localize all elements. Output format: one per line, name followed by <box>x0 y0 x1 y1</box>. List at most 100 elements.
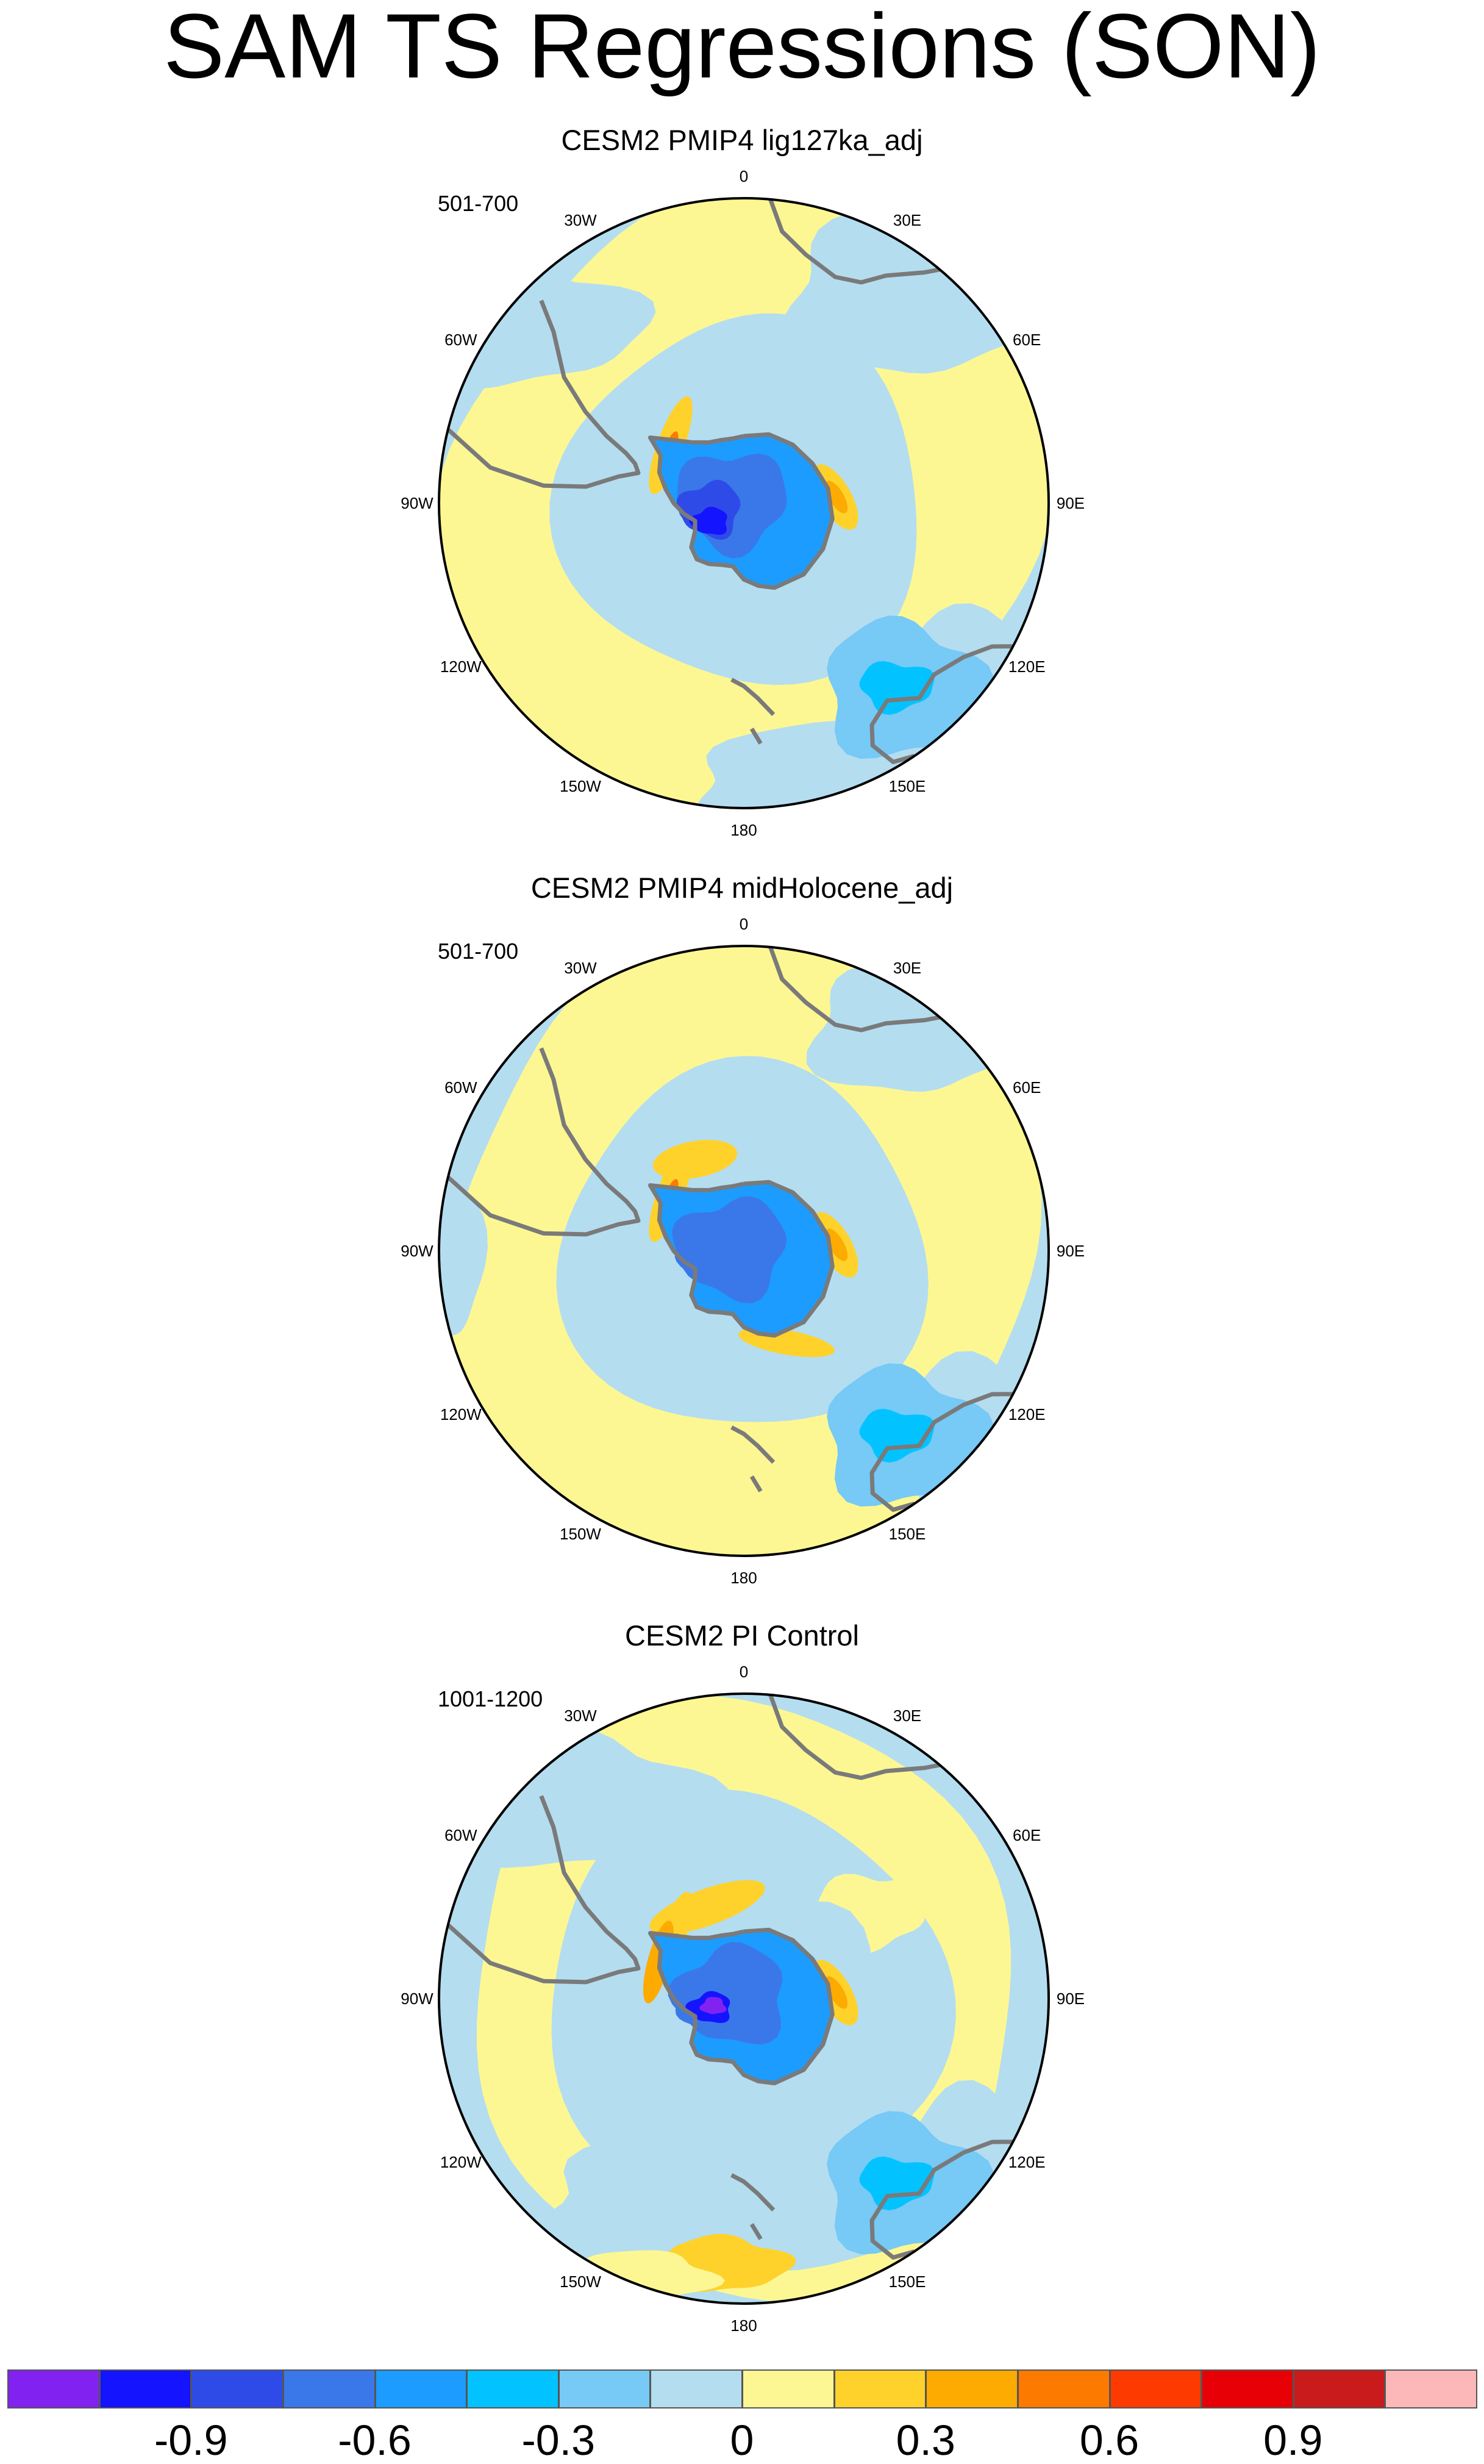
longitude-label: 30E <box>893 211 921 229</box>
colorbar-tick-label: 0 <box>730 2416 754 2464</box>
panel-1-title: CESM2 PMIP4 lig127ka_adj <box>561 124 923 156</box>
longitude-label: 120W <box>440 657 482 676</box>
longitude-label: 120E <box>1008 2153 1046 2171</box>
south-america-coastline <box>446 1047 641 1237</box>
panel-3-period: 1001-1200 <box>438 1686 543 1711</box>
colorbar-swatch <box>1385 2369 1477 2408</box>
australia-coastline <box>869 2140 1013 2260</box>
colorbar-swatch <box>926 2369 1018 2408</box>
colorbar-swatch <box>1017 2369 1110 2408</box>
longitude-label: 60E <box>1013 331 1041 349</box>
field-region <box>859 1408 935 1463</box>
colorbar-swatch <box>466 2369 559 2408</box>
south-america-coastline <box>446 1795 641 1985</box>
colorbar <box>7 2369 1477 2408</box>
panel-2-title: CESM2 PMIP4 midHolocene_adj <box>530 872 954 904</box>
longitude-label: 90E <box>1057 494 1085 512</box>
longitude-label: 0 <box>740 915 748 933</box>
antarctica-coastline <box>647 1927 835 2086</box>
panel-2-polar-map: 0 30E 60E 90E 120E 150E 180 150W 120W 90W 60W 30W <box>401 915 1085 1587</box>
longitude-label: 120W <box>440 2153 482 2171</box>
colorbar-tick-label: -0.6 <box>338 2416 412 2464</box>
longitude-label: 120E <box>1008 657 1046 676</box>
africa-coastline <box>768 198 941 285</box>
field-region <box>825 481 848 514</box>
field-region <box>859 2156 935 2210</box>
map-boundary <box>438 945 1050 1557</box>
new-zealand-coastline <box>730 678 776 717</box>
colorbar-tick-label: 0.6 <box>1079 2416 1140 2464</box>
panel-2-period: 501-700 <box>438 939 519 964</box>
panel-3-polar-map: 0 30E 60E 90E 120E 150E 180 150W 120W 90W 60W 30W <box>401 1663 1085 2335</box>
colorbar-swatch <box>1109 2369 1202 2408</box>
longitude-label: 90E <box>1057 1242 1085 1260</box>
map-boundary <box>438 197 1050 809</box>
longitude-label: 30W <box>564 1707 597 1725</box>
colorbar-tick-label: -0.3 <box>521 2416 596 2464</box>
field-region <box>859 661 935 715</box>
south-america-coastline <box>446 299 641 489</box>
antarctica-coastline <box>647 432 835 590</box>
longitude-label: 180 <box>730 821 757 839</box>
longitude-label: 150W <box>560 777 601 795</box>
field-region <box>674 1227 738 1284</box>
colorbar-swatch <box>1201 2369 1294 2408</box>
colorbar-swatch <box>742 2369 835 2408</box>
africa-coastline <box>768 946 941 1033</box>
figure-title: SAM TS Regressions (SON) <box>163 0 1321 97</box>
new-zealand-north-coastline <box>749 727 763 745</box>
longitude-label: 30W <box>564 959 597 977</box>
colorbar-tick-label: 0.3 <box>896 2416 955 2464</box>
longitude-label: 60W <box>444 1826 477 1844</box>
field-region <box>652 1140 738 1179</box>
longitude-label: 150E <box>889 1525 926 1543</box>
longitude-label: 60E <box>1013 1826 1041 1844</box>
longitude-label: 120W <box>440 1405 482 1424</box>
longitude-label: 150E <box>889 2272 926 2291</box>
colorbar-swatch <box>558 2369 651 2408</box>
new-zealand-coastline <box>730 1425 776 1464</box>
africa-coastline <box>768 1694 941 1780</box>
longitude-label: 90W <box>401 1242 433 1260</box>
longitude-label: 90W <box>401 494 433 512</box>
colorbar-swatch <box>7 2369 100 2408</box>
new-zealand-north-coastline <box>749 2222 763 2240</box>
longitude-label: 30E <box>893 959 921 977</box>
longitude-label: 180 <box>730 1569 757 1587</box>
longitude-label: 90E <box>1057 1989 1085 2008</box>
longitude-label: 60W <box>444 331 477 349</box>
longitude-label: 150W <box>560 2272 601 2291</box>
field-region <box>699 1997 727 2015</box>
panel-1-polar-map: 0 30E 60E 90E 120E 150E 180 150W 120W 90W 60W 30W <box>401 167 1085 839</box>
colorbar-swatch <box>650 2369 743 2408</box>
antarctica-coastline <box>647 1180 835 1338</box>
longitude-label: 120E <box>1008 1405 1046 1424</box>
field-region <box>825 1228 848 1261</box>
field-region <box>649 1880 765 1935</box>
australia-coastline <box>869 1392 1013 1512</box>
new-zealand-north-coastline <box>749 1475 763 1492</box>
colorbar-swatch <box>282 2369 376 2408</box>
colorbar-tick-label: 0.9 <box>1263 2416 1323 2464</box>
panel-1-period: 501-700 <box>438 191 519 216</box>
longitude-label: 60E <box>1013 1078 1041 1097</box>
australia-coastline <box>869 644 1013 764</box>
longitude-label: 90W <box>401 1989 433 2008</box>
longitude-label: 60W <box>444 1078 477 1097</box>
longitude-label: 0 <box>740 1663 748 1681</box>
field-region <box>689 506 727 535</box>
colorbar-swatch <box>374 2369 468 2408</box>
map-boundary <box>438 1692 1050 2305</box>
longitude-label: 150E <box>889 777 926 795</box>
longitude-label: 0 <box>740 167 748 185</box>
longitude-label: 30E <box>893 1707 921 1725</box>
new-zealand-coastline <box>730 2173 776 2212</box>
longitude-label: 30W <box>564 211 597 229</box>
field-region <box>439 1140 488 1344</box>
longitude-label: 180 <box>730 2316 757 2335</box>
colorbar-swatch <box>1293 2369 1386 2408</box>
field-region <box>825 1976 848 2009</box>
colorbar-swatch <box>833 2369 927 2408</box>
colorbar-tick-label: -0.9 <box>154 2416 228 2464</box>
longitude-label: 150W <box>560 1525 601 1543</box>
